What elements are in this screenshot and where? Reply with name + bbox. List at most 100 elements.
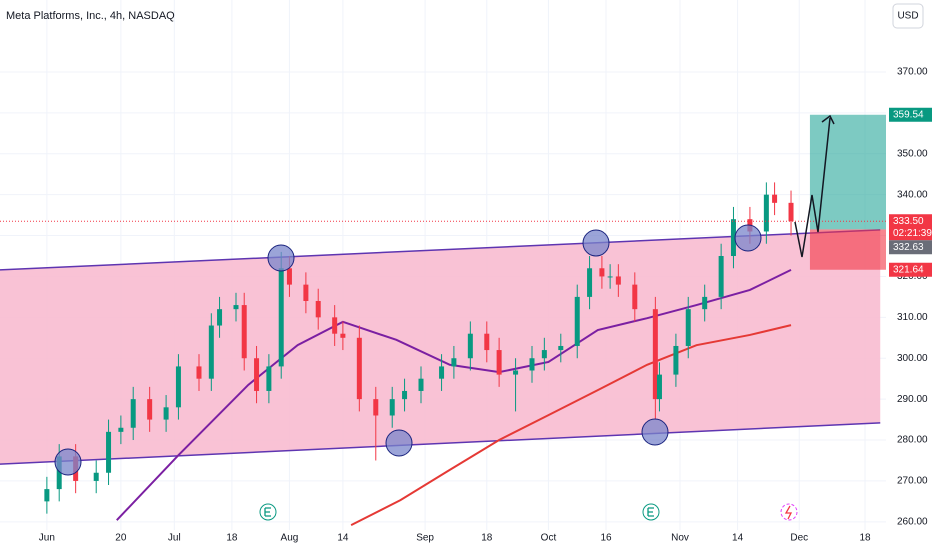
x-tick-label: Aug — [281, 533, 299, 544]
channel-line — [0, 422, 881, 465]
candle-body — [656, 374, 662, 400]
annotations — [54, 114, 835, 521]
candle-body — [217, 309, 223, 326]
candle-body — [332, 317, 338, 334]
candle-body — [356, 337, 362, 400]
projection-arrow — [821, 114, 835, 125]
x-tick-label: Oct — [541, 533, 557, 544]
candle-body — [402, 390, 408, 400]
y-tick-label: 310.00 — [897, 312, 928, 323]
marker-circle — [734, 224, 762, 252]
candle-body — [340, 333, 346, 338]
candle-body — [513, 370, 519, 375]
position-target — [809, 114, 886, 230]
x-tick-label: 14 — [337, 533, 349, 544]
projection-path — [794, 117, 831, 258]
candle-body — [373, 399, 379, 416]
channel-fill — [0, 229, 881, 465]
candle-body — [541, 350, 547, 359]
x-tick-label: Jun — [39, 533, 55, 544]
candle-body — [254, 358, 260, 391]
candle-body — [788, 202, 794, 222]
candle-body — [315, 300, 321, 318]
candle-body — [93, 472, 99, 481]
moving-average — [350, 324, 792, 526]
candle-body — [574, 296, 580, 346]
earnings-icon — [259, 503, 277, 521]
candle-body — [56, 456, 62, 490]
x-tick-label: 20 — [115, 533, 127, 544]
candle-body — [587, 268, 593, 297]
plot — [0, 114, 886, 526]
candle-body — [147, 399, 153, 420]
candle-body — [607, 276, 613, 278]
y-tick-label: 270.00 — [897, 476, 928, 487]
candle-body — [730, 219, 736, 257]
axes: 260.00270.00280.00290.00300.00310.00320.… — [39, 67, 932, 544]
y-tick-label: 280.00 — [897, 435, 928, 446]
candle-body — [266, 366, 272, 391]
price-label-box — [889, 214, 932, 241]
price-label: 333.50 — [893, 216, 924, 227]
earnings-icon — [642, 503, 660, 521]
candle-body — [673, 345, 679, 375]
candle-body — [233, 305, 239, 310]
candle-body — [718, 256, 724, 297]
x-tick-label: 14 — [732, 533, 744, 544]
candle-body — [175, 366, 181, 408]
x-tick-label: 18 — [226, 533, 238, 544]
marker-circle — [641, 418, 669, 446]
price-label-box — [889, 262, 932, 277]
candle-body — [118, 427, 124, 432]
marker-circle — [385, 429, 413, 457]
candle-body — [685, 309, 691, 346]
candle-body — [163, 407, 169, 420]
time-axis — [0, 530, 932, 550]
marker-circle — [54, 448, 82, 476]
candle-body — [615, 276, 621, 285]
x-tick-label: Dec — [790, 533, 808, 544]
y-tick-label: 340.00 — [897, 189, 928, 200]
candle-body — [529, 358, 535, 371]
candle-body — [451, 358, 457, 367]
marker-circle — [267, 244, 295, 272]
candle-body — [196, 366, 202, 379]
candle-body — [439, 366, 445, 379]
candle-body — [106, 431, 112, 473]
candle-body — [632, 284, 638, 310]
candle-body — [418, 378, 424, 391]
x-tick-label: Jul — [168, 533, 181, 544]
x-tick-label: 18 — [481, 533, 493, 544]
currency-button[interactable] — [892, 3, 924, 29]
candle-body — [702, 296, 708, 310]
candle-body — [496, 350, 502, 375]
y-tick-label: 370.00 — [897, 67, 928, 78]
price-label: 332.63 — [893, 242, 924, 253]
y-tick-label: 260.00 — [897, 516, 928, 527]
price-label: 359.54 — [893, 109, 924, 120]
candle-body — [772, 194, 778, 203]
candle-body — [763, 194, 769, 232]
y-tick-label: 350.00 — [897, 148, 928, 159]
candle-body — [208, 325, 214, 379]
y-tick-label: 300.00 — [897, 353, 928, 364]
candle-body — [558, 345, 564, 351]
candle-body — [278, 268, 284, 367]
candle-body — [599, 268, 605, 277]
candle-body — [44, 489, 50, 502]
currency-label: USD — [897, 11, 918, 22]
candle-body — [484, 333, 490, 351]
candle-body — [130, 399, 136, 428]
chart-title: Meta Platforms, Inc., 4h, NASDAQ — [6, 10, 175, 22]
countdown: 02:21:39 — [893, 228, 932, 239]
candle-body — [389, 399, 395, 416]
marker-circle — [582, 229, 610, 257]
x-tick-label: 18 — [859, 533, 871, 544]
x-tick-label: 16 — [600, 533, 612, 544]
candle-body — [303, 284, 309, 301]
candle-body — [286, 268, 292, 285]
price-label-box — [889, 240, 932, 255]
candle-body — [467, 333, 473, 359]
candle-body — [241, 305, 247, 359]
